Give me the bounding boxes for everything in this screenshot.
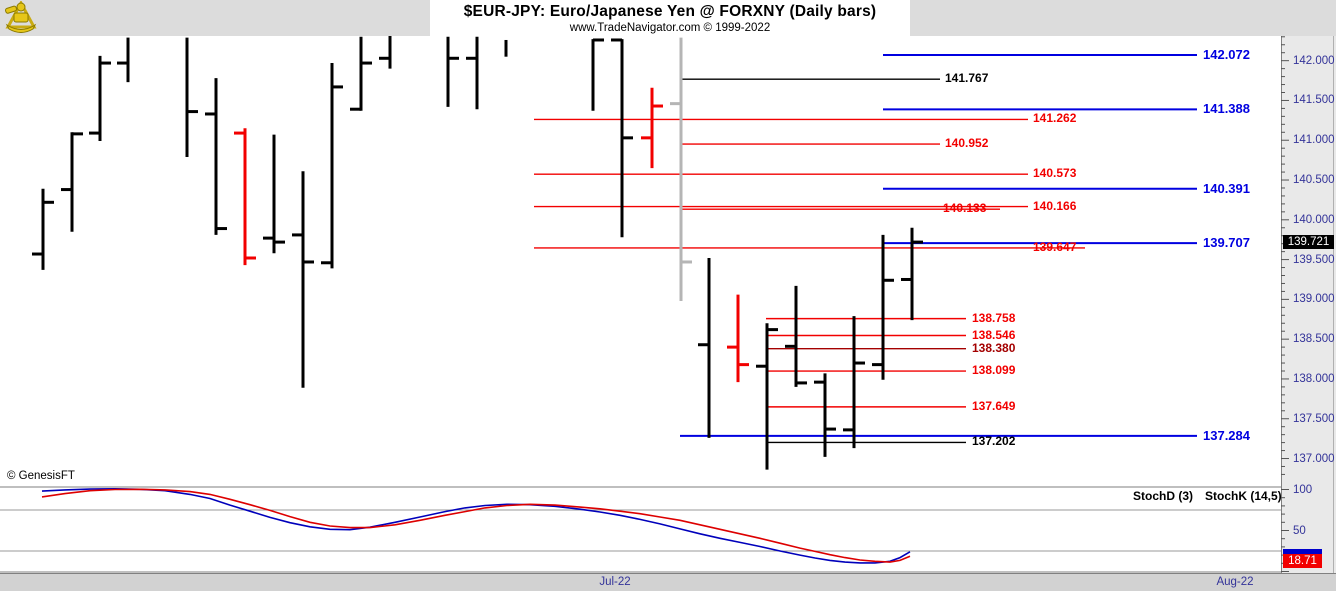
price-level-label: 138.380 <box>972 340 1016 355</box>
price-axis-label: 139.000 <box>1293 293 1335 306</box>
price-level-label: 138.099 <box>972 363 1016 378</box>
chart-subtitle: www.TradeNavigator.com © 1999-2022 <box>569 22 771 34</box>
price-level-label: 141.388 <box>1203 101 1250 117</box>
price-axis-label: 140.500 <box>1293 174 1335 187</box>
date-axis-label: Jul-22 <box>599 576 631 588</box>
genesisft-logo-icon <box>5 1 37 33</box>
price-level-label: 139.647 <box>1033 239 1077 254</box>
title-box: $EUR-JPY: Euro/Japanese Yen @ FORXNY (Da… <box>430 0 910 36</box>
price-level-label: 138.758 <box>972 310 1016 325</box>
price-level-label: 137.202 <box>972 434 1016 449</box>
price-axis-label: 138.500 <box>1293 333 1335 346</box>
stoch-axis-label: 100 <box>1293 483 1313 496</box>
header-band: $EUR-JPY: Euro/Japanese Yen @ FORXNY (Da… <box>0 0 1336 36</box>
legend-stochk-label[interactable]: StochK (14,5) <box>1205 489 1282 503</box>
date-axis-label: Aug-22 <box>1216 576 1254 588</box>
stoch-axis-label: 50 <box>1293 524 1306 537</box>
price-level-label: 139.707 <box>1203 235 1250 251</box>
stoch-k-marker <box>1283 549 1322 554</box>
price-level-label: 141.262 <box>1033 111 1077 126</box>
price-level-label: 141.767 <box>945 71 989 86</box>
date-axis-strip[interactable] <box>0 573 1336 591</box>
last-price-badge: 139.721 <box>1283 235 1334 249</box>
price-axis-strip[interactable] <box>1281 36 1336 573</box>
price-level-label: 140.952 <box>945 136 989 151</box>
price-level-label: 137.649 <box>972 398 1016 413</box>
price-axis-label: 137.000 <box>1293 452 1335 465</box>
price-axis-label: 138.000 <box>1293 372 1335 385</box>
price-axis-label: 137.500 <box>1293 412 1335 425</box>
price-level-label: 140.573 <box>1033 166 1077 181</box>
price-axis-label: 139.500 <box>1293 253 1335 266</box>
chart-title: $EUR-JPY: Euro/Japanese Yen @ FORXNY (Da… <box>463 3 877 20</box>
copyright-label: © GenesisFT <box>7 470 75 482</box>
price-axis-label: 142.000 <box>1293 54 1335 67</box>
price-axis-label: 141.000 <box>1293 134 1335 147</box>
price-level-label: 140.133 <box>943 201 987 216</box>
price-level-label: 140.391 <box>1203 180 1250 196</box>
price-level-label: 140.166 <box>1033 198 1077 213</box>
price-level-label: 137.284 <box>1203 427 1250 443</box>
price-level-label: 142.072 <box>1203 46 1250 62</box>
legend-stochd-label[interactable]: StochD (3) <box>1133 489 1193 503</box>
price-axis-label: 140.000 <box>1293 213 1335 226</box>
price-level-label: 138.546 <box>972 327 1016 342</box>
right-edge-line <box>1333 36 1334 573</box>
stoch-value-badge: 18.71 <box>1283 554 1322 568</box>
price-axis-label: 141.500 <box>1293 94 1335 107</box>
